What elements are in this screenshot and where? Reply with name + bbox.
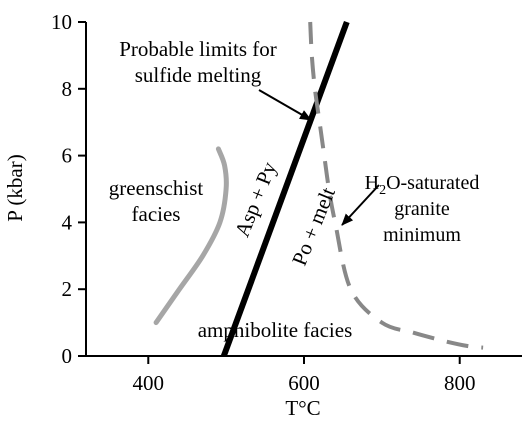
y-tick-label: 4: [62, 210, 73, 234]
y-tick-label: 8: [62, 77, 73, 101]
annotation-granite: granite: [394, 198, 450, 220]
annotation-amphibolite: amphibolite facies: [198, 318, 353, 342]
x-tick-label: 400: [133, 371, 165, 395]
y-tick-label: 0: [62, 344, 73, 368]
y-axis-label: P (kbar): [3, 154, 27, 221]
arrow-sulfide-limits: [258, 89, 312, 121]
x-axis-label: T°C: [285, 396, 320, 420]
y-tick-label: 10: [51, 10, 72, 34]
annotation-po-melt: Po + melt: [287, 184, 340, 269]
annotation-greenschist-line2: facies: [132, 202, 181, 226]
series-line-asp-py-reaction: [220, 20, 350, 358]
annotation-greenschist-line1: greenschist: [109, 176, 204, 200]
arrow-granite-minimum: [341, 184, 380, 226]
annotation-h2o-saturated: H2O-saturated: [365, 172, 480, 198]
annotation-minimum: minimum: [383, 224, 461, 246]
series-line-greenschist-boundary: [153, 146, 229, 326]
y-tick-label: 2: [62, 277, 73, 301]
x-tick-label: 800: [444, 371, 476, 395]
x-tick-label: 600: [288, 371, 320, 395]
y-tick-label: 6: [62, 144, 73, 168]
annotation-sulfide-limits-line2: sulfide melting: [135, 63, 262, 87]
annotation-sulfide-limits-line1: Probable limits for: [119, 37, 276, 61]
